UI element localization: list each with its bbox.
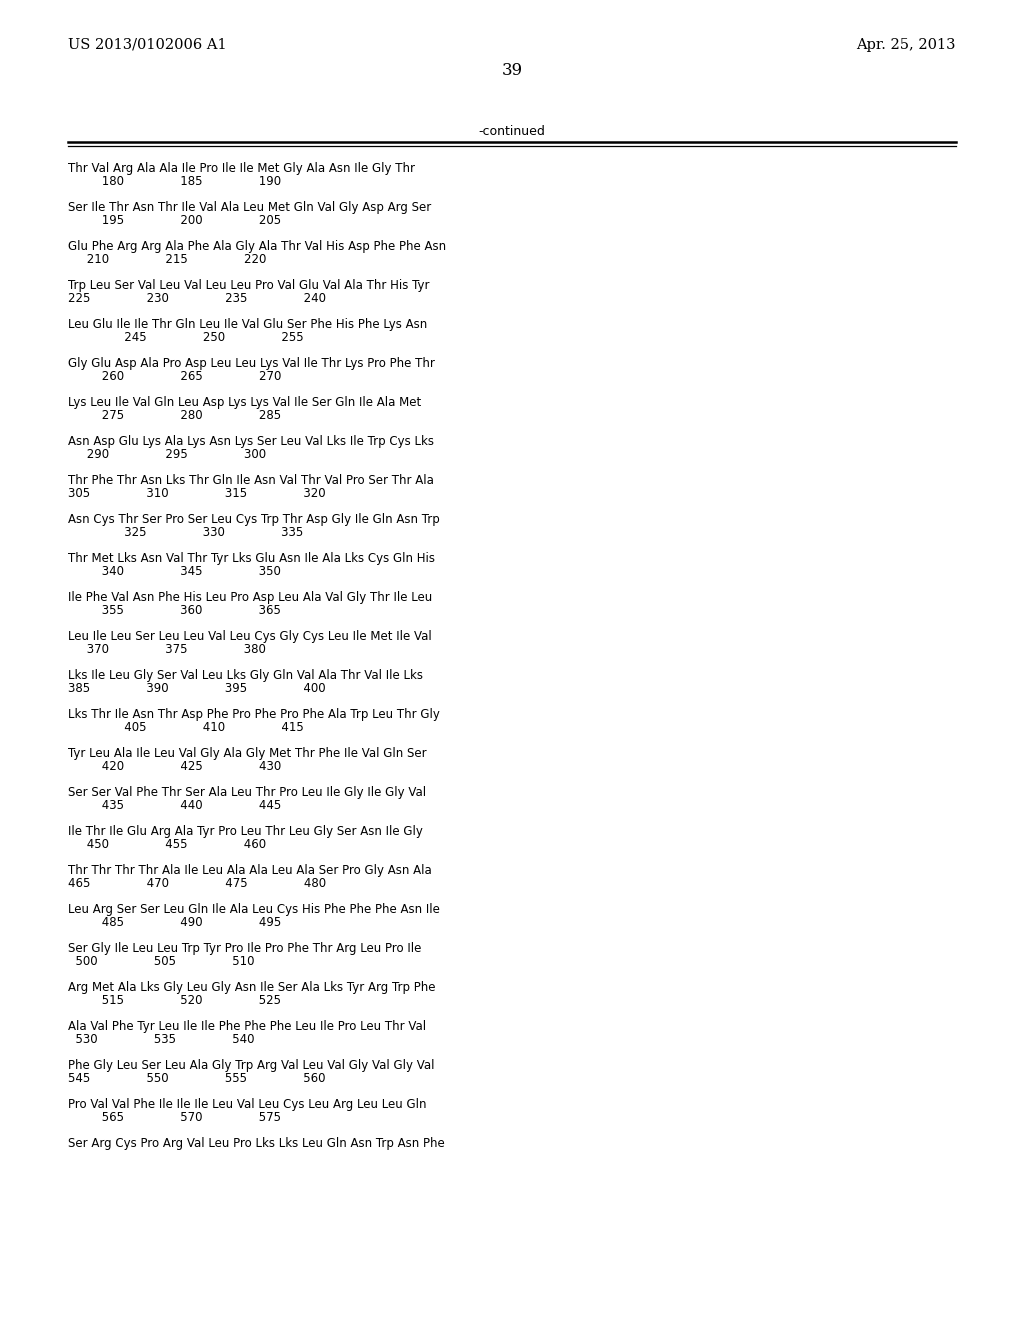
- Text: 290               295               300: 290 295 300: [68, 447, 266, 461]
- Text: 465               470               475               480: 465 470 475 480: [68, 876, 326, 890]
- Text: 515               520               525: 515 520 525: [68, 994, 281, 1007]
- Text: Thr Val Arg Ala Ala Ile Pro Ile Ile Met Gly Ala Asn Ile Gly Thr: Thr Val Arg Ala Ala Ile Pro Ile Ile Met …: [68, 162, 415, 176]
- Text: 39: 39: [502, 62, 522, 79]
- Text: US 2013/0102006 A1: US 2013/0102006 A1: [68, 38, 226, 51]
- Text: Ile Phe Val Asn Phe His Leu Pro Asp Leu Ala Val Gly Thr Ile Leu: Ile Phe Val Asn Phe His Leu Pro Asp Leu …: [68, 591, 432, 605]
- Text: 370               375               380: 370 375 380: [68, 643, 266, 656]
- Text: 485               490               495: 485 490 495: [68, 916, 282, 929]
- Text: 340               345               350: 340 345 350: [68, 565, 281, 578]
- Text: 435               440               445: 435 440 445: [68, 799, 282, 812]
- Text: Gly Glu Asp Ala Pro Asp Leu Leu Lys Val Ile Thr Lys Pro Phe Thr: Gly Glu Asp Ala Pro Asp Leu Leu Lys Val …: [68, 356, 435, 370]
- Text: 210               215               220: 210 215 220: [68, 253, 266, 267]
- Text: Thr Met Lks Asn Val Thr Tyr Lks Glu Asn Ile Ala Lks Cys Gln His: Thr Met Lks Asn Val Thr Tyr Lks Glu Asn …: [68, 552, 435, 565]
- Text: Tyr Leu Ala Ile Leu Val Gly Ala Gly Met Thr Phe Ile Val Gln Ser: Tyr Leu Ala Ile Leu Val Gly Ala Gly Met …: [68, 747, 427, 760]
- Text: Ile Thr Ile Glu Arg Ala Tyr Pro Leu Thr Leu Gly Ser Asn Ile Gly: Ile Thr Ile Glu Arg Ala Tyr Pro Leu Thr …: [68, 825, 423, 838]
- Text: Phe Gly Leu Ser Leu Ala Gly Trp Arg Val Leu Val Gly Val Gly Val: Phe Gly Leu Ser Leu Ala Gly Trp Arg Val …: [68, 1059, 434, 1072]
- Text: Ser Ile Thr Asn Thr Ile Val Ala Leu Met Gln Val Gly Asp Arg Ser: Ser Ile Thr Asn Thr Ile Val Ala Leu Met …: [68, 201, 431, 214]
- Text: 325               330               335: 325 330 335: [68, 525, 303, 539]
- Text: 530               535               540: 530 535 540: [68, 1034, 255, 1045]
- Text: Pro Val Val Phe Ile Ile Ile Leu Val Leu Cys Leu Arg Leu Leu Gln: Pro Val Val Phe Ile Ile Ile Leu Val Leu …: [68, 1098, 427, 1111]
- Text: Thr Thr Thr Thr Ala Ile Leu Ala Ala Leu Ala Ser Pro Gly Asn Ala: Thr Thr Thr Thr Ala Ile Leu Ala Ala Leu …: [68, 865, 432, 876]
- Text: Ala Val Phe Tyr Leu Ile Ile Phe Phe Phe Leu Ile Pro Leu Thr Val: Ala Val Phe Tyr Leu Ile Ile Phe Phe Phe …: [68, 1020, 426, 1034]
- Text: 195               200               205: 195 200 205: [68, 214, 282, 227]
- Text: Apr. 25, 2013: Apr. 25, 2013: [856, 38, 956, 51]
- Text: 180               185               190: 180 185 190: [68, 176, 282, 187]
- Text: 245               250               255: 245 250 255: [68, 331, 304, 345]
- Text: 275               280               285: 275 280 285: [68, 409, 282, 422]
- Text: 545               550               555               560: 545 550 555 560: [68, 1072, 326, 1085]
- Text: 565               570               575: 565 570 575: [68, 1111, 281, 1125]
- Text: Thr Phe Thr Asn Lks Thr Gln Ile Asn Val Thr Val Pro Ser Thr Ala: Thr Phe Thr Asn Lks Thr Gln Ile Asn Val …: [68, 474, 434, 487]
- Text: Ser Ser Val Phe Thr Ser Ala Leu Thr Pro Leu Ile Gly Ile Gly Val: Ser Ser Val Phe Thr Ser Ala Leu Thr Pro …: [68, 785, 426, 799]
- Text: 225               230               235               240: 225 230 235 240: [68, 292, 326, 305]
- Text: Leu Glu Ile Ile Thr Gln Leu Ile Val Glu Ser Phe His Phe Lys Asn: Leu Glu Ile Ile Thr Gln Leu Ile Val Glu …: [68, 318, 427, 331]
- Text: Ser Arg Cys Pro Arg Val Leu Pro Lks Lks Leu Gln Asn Trp Asn Phe: Ser Arg Cys Pro Arg Val Leu Pro Lks Lks …: [68, 1137, 444, 1150]
- Text: -continued: -continued: [478, 125, 546, 139]
- Text: 500               505               510: 500 505 510: [68, 954, 255, 968]
- Text: Lks Ile Leu Gly Ser Val Leu Lks Gly Gln Val Ala Thr Val Ile Lks: Lks Ile Leu Gly Ser Val Leu Lks Gly Gln …: [68, 669, 423, 682]
- Text: 385               390               395               400: 385 390 395 400: [68, 682, 326, 696]
- Text: Ser Gly Ile Leu Leu Trp Tyr Pro Ile Pro Phe Thr Arg Leu Pro Ile: Ser Gly Ile Leu Leu Trp Tyr Pro Ile Pro …: [68, 942, 421, 954]
- Text: Arg Met Ala Lks Gly Leu Gly Asn Ile Ser Ala Lks Tyr Arg Trp Phe: Arg Met Ala Lks Gly Leu Gly Asn Ile Ser …: [68, 981, 435, 994]
- Text: Lys Leu Ile Val Gln Leu Asp Lys Lys Val Ile Ser Gln Ile Ala Met: Lys Leu Ile Val Gln Leu Asp Lys Lys Val …: [68, 396, 421, 409]
- Text: Lks Thr Ile Asn Thr Asp Phe Pro Phe Pro Phe Ala Trp Leu Thr Gly: Lks Thr Ile Asn Thr Asp Phe Pro Phe Pro …: [68, 708, 440, 721]
- Text: Glu Phe Arg Arg Ala Phe Ala Gly Ala Thr Val His Asp Phe Phe Asn: Glu Phe Arg Arg Ala Phe Ala Gly Ala Thr …: [68, 240, 446, 253]
- Text: 355               360               365: 355 360 365: [68, 605, 281, 616]
- Text: 260               265               270: 260 265 270: [68, 370, 282, 383]
- Text: Asn Cys Thr Ser Pro Ser Leu Cys Trp Thr Asp Gly Ile Gln Asn Trp: Asn Cys Thr Ser Pro Ser Leu Cys Trp Thr …: [68, 513, 439, 525]
- Text: 450               455               460: 450 455 460: [68, 838, 266, 851]
- Text: 420               425               430: 420 425 430: [68, 760, 282, 774]
- Text: Leu Arg Ser Ser Leu Gln Ile Ala Leu Cys His Phe Phe Phe Asn Ile: Leu Arg Ser Ser Leu Gln Ile Ala Leu Cys …: [68, 903, 440, 916]
- Text: 305               310               315               320: 305 310 315 320: [68, 487, 326, 500]
- Text: Trp Leu Ser Val Leu Val Leu Leu Pro Val Glu Val Ala Thr His Tyr: Trp Leu Ser Val Leu Val Leu Leu Pro Val …: [68, 279, 429, 292]
- Text: Leu Ile Leu Ser Leu Leu Val Leu Cys Gly Cys Leu Ile Met Ile Val: Leu Ile Leu Ser Leu Leu Val Leu Cys Gly …: [68, 630, 432, 643]
- Text: Asn Asp Glu Lys Ala Lys Asn Lys Ser Leu Val Lks Ile Trp Cys Lks: Asn Asp Glu Lys Ala Lys Asn Lys Ser Leu …: [68, 436, 434, 447]
- Text: 405               410               415: 405 410 415: [68, 721, 304, 734]
